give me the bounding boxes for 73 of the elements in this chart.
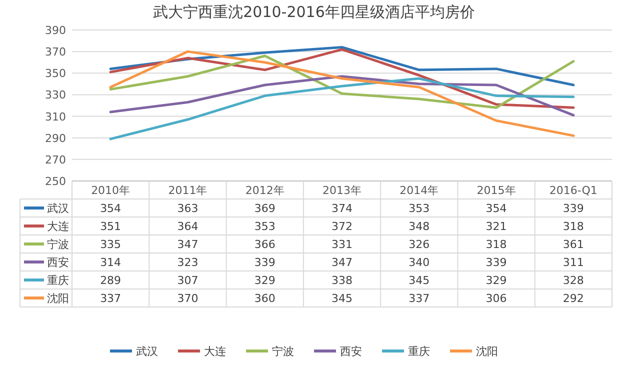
text: 西安 bbox=[340, 345, 362, 358]
data-label: 339 bbox=[254, 256, 276, 269]
data-label: 360 bbox=[254, 292, 276, 305]
data-label: 318 bbox=[486, 238, 507, 251]
data-label: 364 bbox=[177, 220, 198, 233]
y-tick-label: 250 bbox=[45, 175, 66, 188]
data-label: 329 bbox=[486, 274, 507, 287]
y-tick-label: 370 bbox=[45, 46, 66, 59]
data-label: 347 bbox=[177, 238, 198, 251]
x-tick-label: 2015年 bbox=[476, 184, 516, 197]
data-label: 339 bbox=[562, 202, 584, 215]
y-tick-label: 390 bbox=[45, 24, 66, 37]
data-label: 340 bbox=[408, 256, 430, 269]
text: 沈阳 bbox=[476, 345, 498, 358]
data-label: 307 bbox=[177, 274, 198, 287]
y-tick-label: 270 bbox=[45, 153, 66, 166]
data-label: 311 bbox=[562, 256, 584, 269]
data-label: 354 bbox=[486, 202, 507, 215]
data-label: 289 bbox=[100, 274, 122, 287]
data-label: 331 bbox=[332, 238, 352, 251]
data-label: 363 bbox=[177, 202, 198, 215]
x-tick-label: 2014年 bbox=[400, 184, 439, 197]
text: 武汉 bbox=[136, 345, 158, 358]
data-label: 339 bbox=[486, 256, 507, 269]
data-label: 326 bbox=[408, 238, 430, 251]
data-label: 335 bbox=[100, 238, 122, 251]
data-label: 318 bbox=[562, 220, 584, 233]
data-label: 353 bbox=[254, 220, 276, 233]
x-tick-label: 2010年 bbox=[91, 184, 130, 197]
data-label: 329 bbox=[254, 274, 276, 287]
y-tick-label: 330 bbox=[45, 88, 66, 102]
data-label: 348 bbox=[408, 220, 430, 233]
data-label: 347 bbox=[332, 256, 352, 269]
legend-label: 武汉 bbox=[47, 202, 69, 215]
data-label: 372 bbox=[332, 220, 352, 233]
data-label: 337 bbox=[100, 292, 122, 305]
data-label: 338 bbox=[332, 274, 352, 287]
x-tick-label: 2016-Q1 bbox=[549, 184, 598, 197]
legend-label: 重庆 bbox=[47, 274, 69, 287]
data-label: 351 bbox=[100, 220, 122, 233]
chart-title: 武大宁西重沈2010-2016年四星级酒店平均房价 bbox=[153, 3, 475, 21]
data-label: 306 bbox=[486, 292, 507, 305]
line-series bbox=[109, 75, 575, 116]
y-tick-label: 290 bbox=[45, 132, 66, 145]
data-label: 361 bbox=[562, 238, 584, 251]
x-tick-label: 2012年 bbox=[245, 184, 284, 197]
data-label: 314 bbox=[100, 256, 122, 269]
y-tick-label: 350 bbox=[45, 67, 66, 80]
legend-label: 沈阳 bbox=[47, 292, 69, 305]
data-label: 321 bbox=[486, 220, 507, 233]
data-label: 353 bbox=[408, 202, 430, 215]
line-series bbox=[109, 50, 575, 137]
y-tick-label: 310 bbox=[45, 110, 66, 124]
text: 大连 bbox=[204, 345, 226, 358]
legend-label: 西安 bbox=[47, 256, 69, 269]
text: 重庆 bbox=[408, 345, 430, 358]
data-label: 345 bbox=[332, 292, 352, 305]
data-label: 337 bbox=[408, 292, 430, 305]
data-label: 328 bbox=[562, 274, 584, 287]
data-label: 354 bbox=[100, 202, 122, 215]
legend-label: 宁波 bbox=[47, 238, 69, 251]
data-label: 292 bbox=[562, 292, 584, 305]
legend-label: 大连 bbox=[47, 220, 69, 233]
data-label: 369 bbox=[254, 202, 276, 215]
data-label: 323 bbox=[177, 256, 198, 269]
x-tick-label: 2011年 bbox=[168, 184, 208, 197]
data-label: 374 bbox=[332, 202, 352, 215]
x-tick-label: 2013年 bbox=[322, 184, 362, 197]
text: 宁波 bbox=[272, 345, 294, 358]
data-label: 370 bbox=[177, 292, 198, 305]
line-series bbox=[109, 77, 575, 140]
data-label: 345 bbox=[408, 274, 430, 287]
data-label: 366 bbox=[254, 238, 276, 251]
